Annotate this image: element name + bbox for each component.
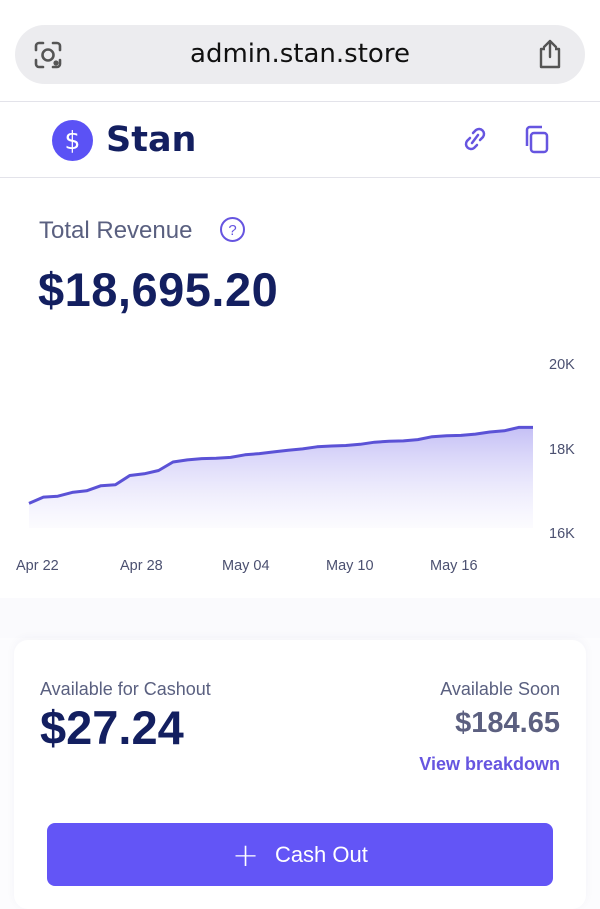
cash-out-button-label: Cash Out [274,841,368,867]
y-tick-label: 16K [549,526,575,542]
svg-text:$: $ [65,126,81,155]
available-cashout-value: $27.24 [40,701,184,754]
plus-icon: + [232,835,259,874]
total-revenue-value: $18,695.20 [38,263,279,316]
revenue-chart: 20K 18K 16K Apr 22 Apr 28 May 04 May 10 … [0,345,600,585]
view-breakdown-link[interactable]: View breakdown [419,754,560,774]
address-bar[interactable]: admin.stan.store [15,25,585,84]
svg-text:?: ? [228,222,236,239]
y-tick-label: 18K [549,442,575,458]
x-tick-label: May 16 [430,558,478,574]
cash-out-button[interactable]: + Cash Out [47,823,553,886]
url-text[interactable]: admin.stan.store [190,39,410,69]
link-icon[interactable] [461,124,489,154]
available-soon-value: $184.65 [455,707,560,739]
x-tick-label: May 04 [222,558,270,574]
brand-name: Stan [106,120,197,160]
help-icon[interactable]: ? [219,216,246,243]
x-tick-label: May 10 [326,558,374,574]
total-revenue-label: Total Revenue [39,217,193,244]
copy-icon[interactable] [522,124,552,156]
y-tick-label: 20K [549,357,575,373]
x-tick-label: Apr 22 [16,558,59,574]
revenue-chart-svg: 20K 18K 16K Apr 22 Apr 28 May 04 May 10 … [16,357,575,574]
lens-icon[interactable] [33,40,63,70]
header-divider-top [0,101,600,102]
share-icon[interactable] [535,38,565,70]
dollar-logo-icon: $ [52,120,93,161]
available-cashout-label: Available for Cashout [40,679,211,699]
header-divider-bottom [0,177,600,178]
available-soon-label: Available Soon [440,679,560,699]
chart-series-line [28,425,533,505]
chart-area [29,427,533,528]
x-tick-label: Apr 28 [120,558,163,574]
